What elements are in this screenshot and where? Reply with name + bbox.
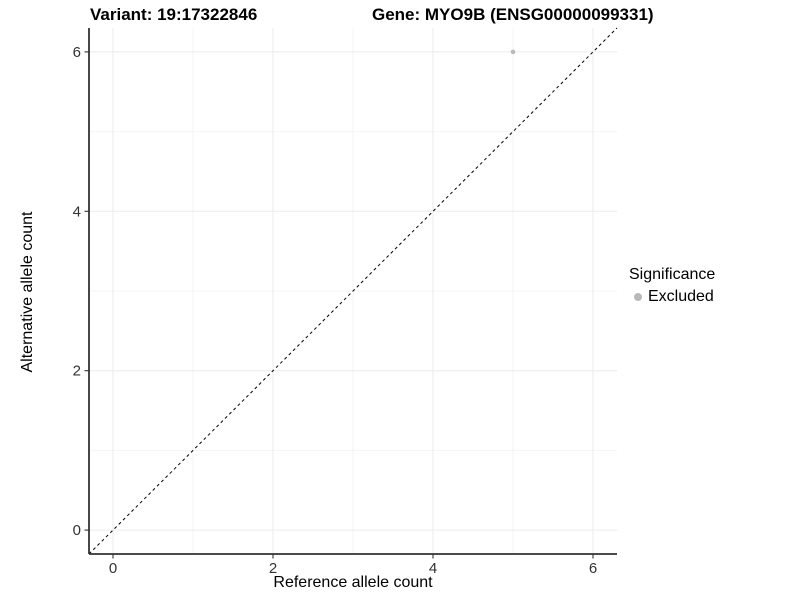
gene-title: Gene: MYO9B (ENSG00000099331) [372, 5, 654, 24]
legend-item-label: Excluded [648, 288, 714, 305]
legend: Significance Excluded [629, 265, 715, 307]
variant-title: Variant: 19:17322846 [90, 5, 258, 24]
x-tick-label: 0 [109, 560, 117, 577]
legend-title: Significance [629, 266, 716, 283]
y-tick-label: 2 [73, 363, 81, 380]
x-tick-label: 6 [589, 560, 597, 577]
x-tick-label: 2 [269, 560, 277, 577]
legend-item-excluded: Excluded [629, 287, 715, 307]
legend-key [629, 289, 646, 306]
identity-reference-line [88, 27, 618, 555]
y-axis-title: Alternative allele count [19, 211, 36, 373]
x-axis-title: Reference allele count [273, 574, 433, 591]
x-tick-label: 4 [429, 560, 437, 577]
y-tick-label: 0 [73, 522, 81, 539]
y-tick-label: 6 [73, 44, 81, 61]
y-tick-label: 4 [73, 203, 81, 220]
data-point-excluded [510, 49, 516, 55]
excluded-point-icon [633, 293, 642, 301]
